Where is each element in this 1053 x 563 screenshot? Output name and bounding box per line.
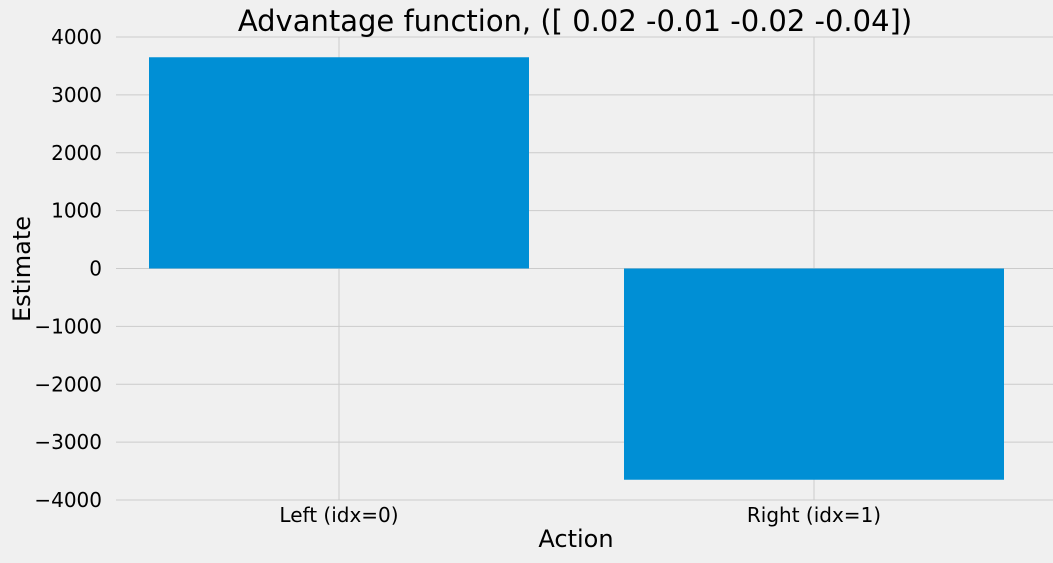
y-tick-label: 1000 xyxy=(51,199,102,223)
bar xyxy=(624,268,1004,480)
y-axis-label: Estimate xyxy=(8,216,36,322)
y-tick-labels: −4000 −3000 −2000 −1000 0 1000 2000 3000 4000 xyxy=(34,25,102,512)
y-tick-label: −1000 xyxy=(34,314,102,338)
x-tick-label: Left (idx=0) xyxy=(279,503,398,527)
y-tick-label: −2000 xyxy=(34,372,102,396)
bar xyxy=(149,57,529,269)
y-tick-label: 0 xyxy=(89,257,102,281)
chart-title: Advantage function, ([ 0.02 -0.01 -0.02 … xyxy=(238,4,912,38)
y-tick-label: −4000 xyxy=(34,488,102,512)
y-tick-label: −3000 xyxy=(34,430,102,454)
x-axis-label: Action xyxy=(538,525,613,553)
y-tick-label: 2000 xyxy=(51,141,102,165)
x-tick-label: Right (idx=1) xyxy=(747,503,881,527)
y-tick-label: 3000 xyxy=(51,83,102,107)
x-tick-labels: Left (idx=0) Right (idx=1) xyxy=(279,503,881,527)
bars xyxy=(149,57,1004,480)
y-tick-label: 4000 xyxy=(51,25,102,49)
